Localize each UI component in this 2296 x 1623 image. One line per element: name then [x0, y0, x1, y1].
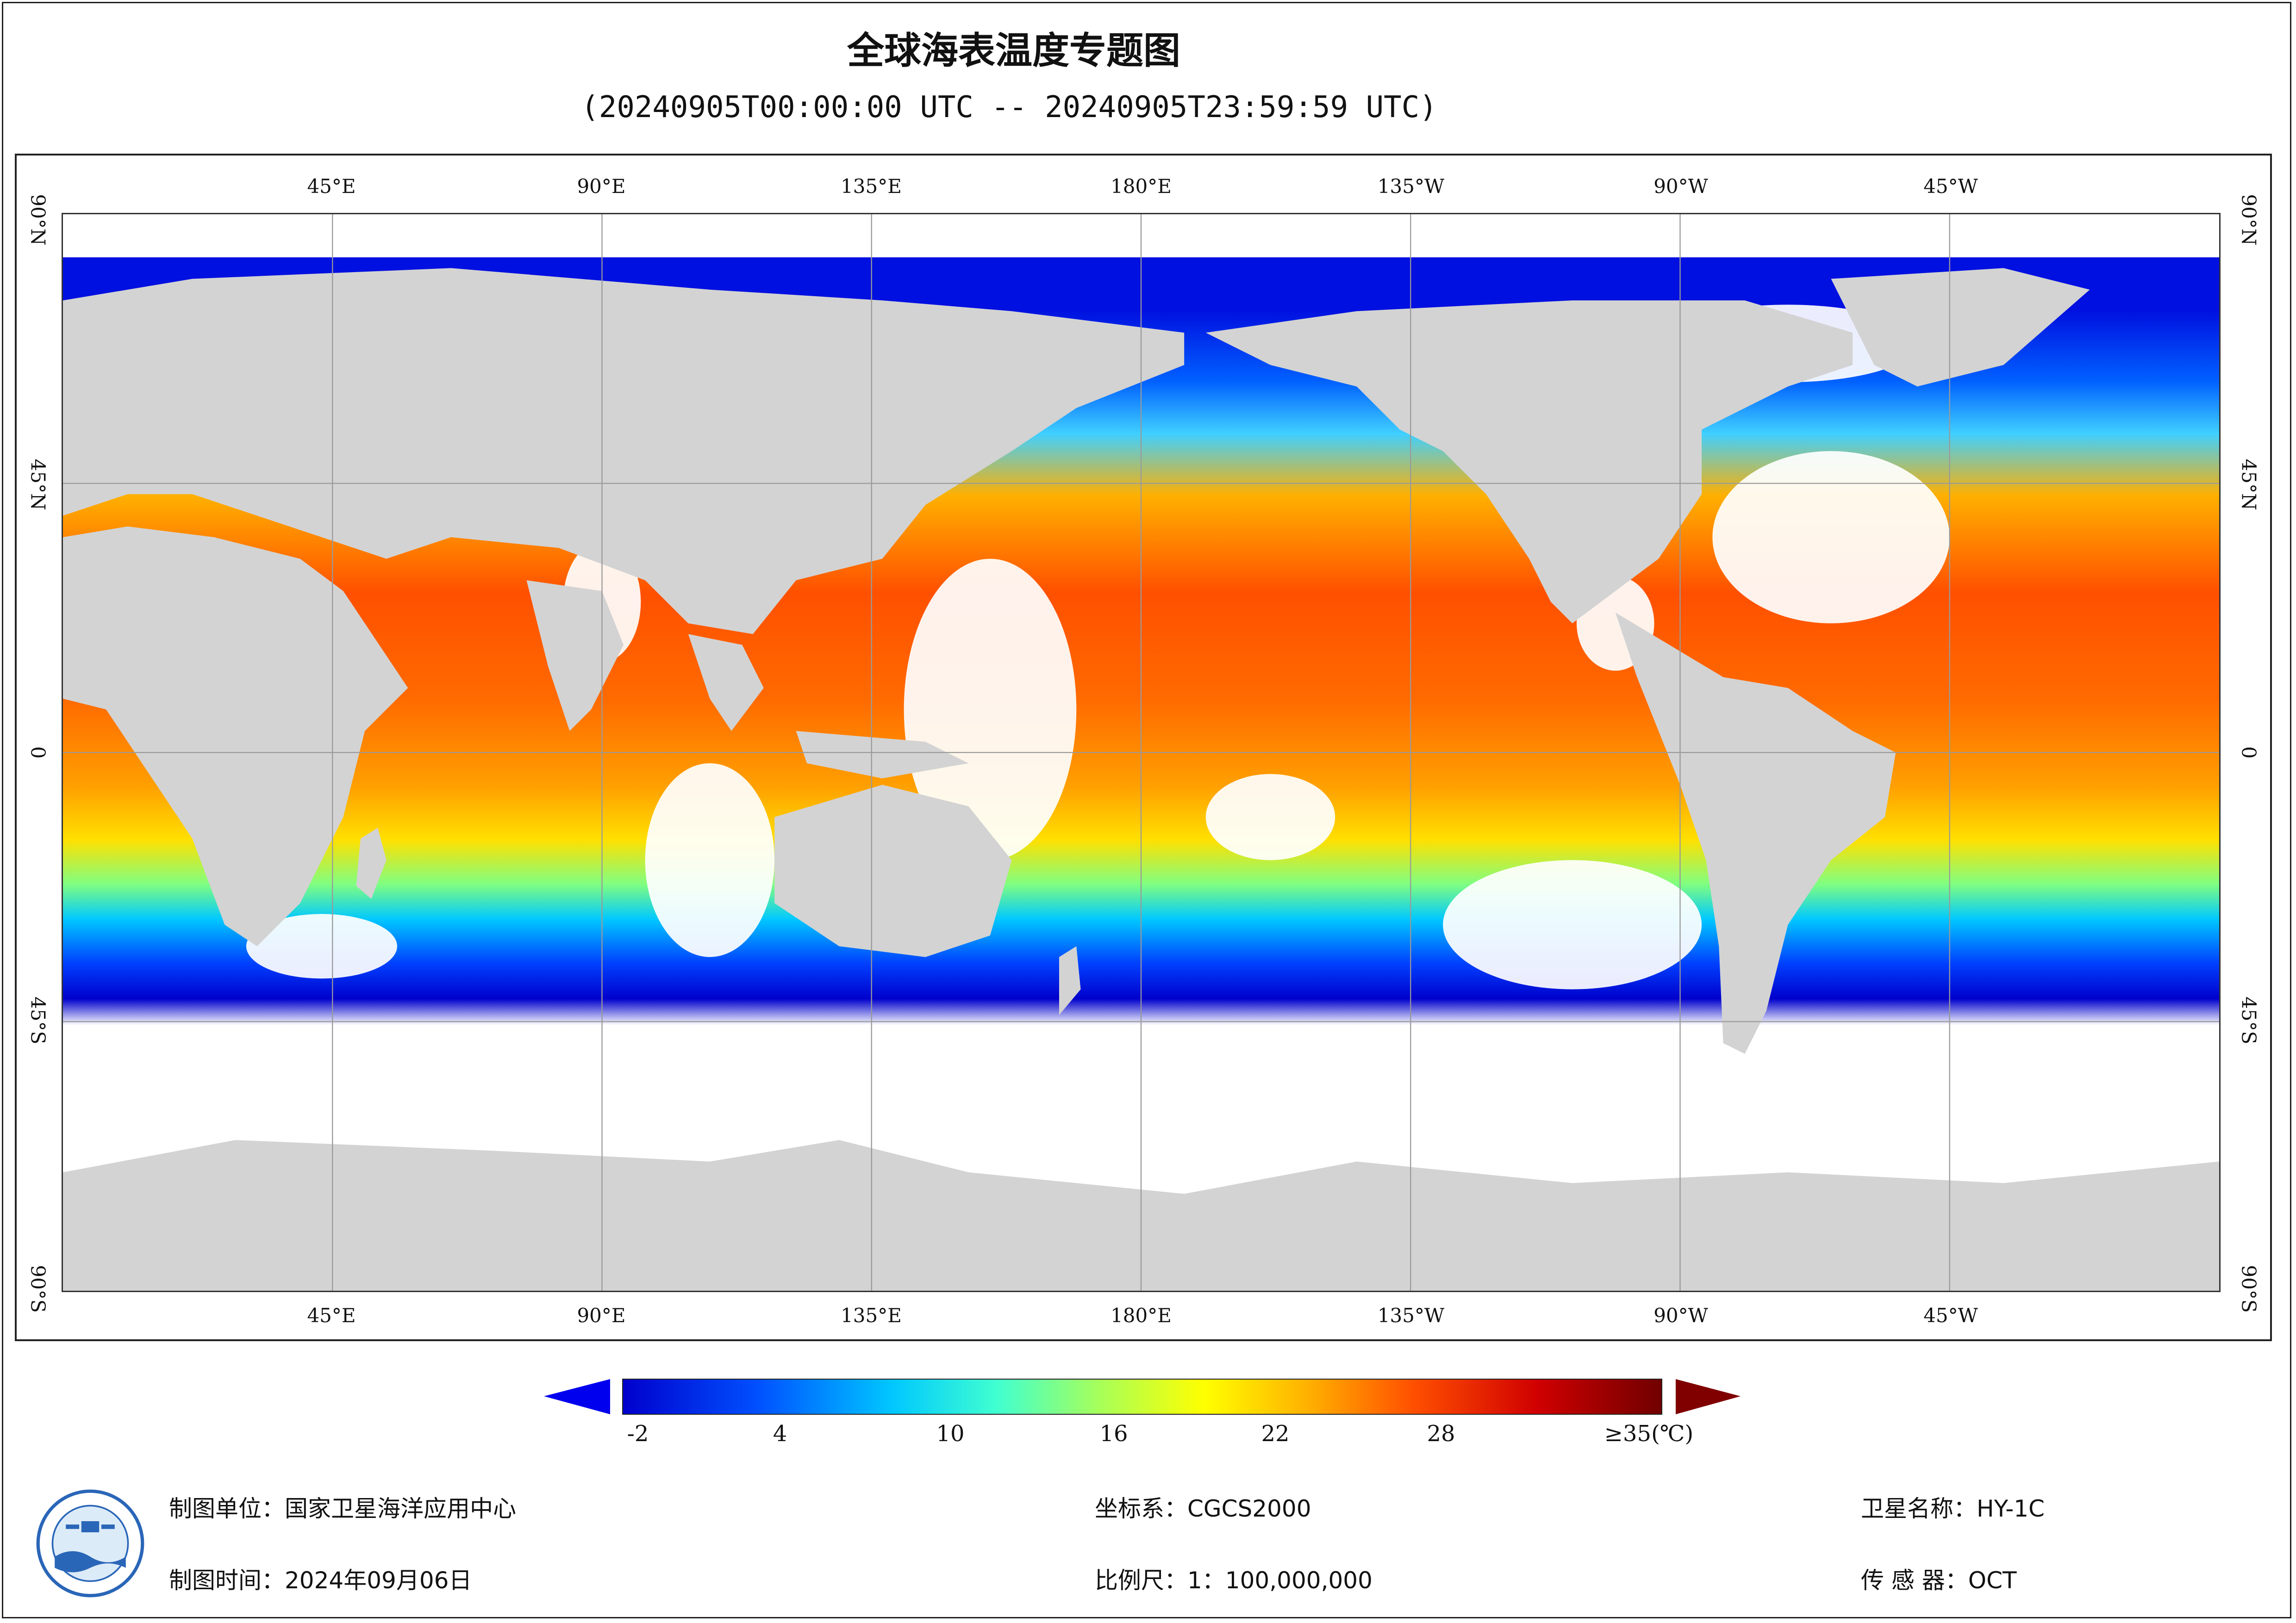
- lat-tick-right: 0: [2237, 746, 2260, 759]
- lon-tick-top: 135°W: [1377, 175, 1445, 198]
- lon-tick-bottom: 135°W: [1377, 1304, 1445, 1327]
- lon-tick-bottom: 135°E: [841, 1304, 902, 1327]
- cloud-gaps: [246, 305, 1950, 989]
- colorbar-high-arrow: [1676, 1379, 1741, 1414]
- colorbar-label: ≥35(℃): [1604, 1421, 1694, 1447]
- lat-tick-right: 90°N: [2237, 194, 2260, 246]
- sea-surface-temperature-map[interactable]: [62, 213, 2221, 1292]
- lat-tick-right: 45°N: [2237, 459, 2260, 510]
- satellite-name-text: 卫星名称：HY-1C: [1861, 1495, 2045, 1522]
- lon-tick-bottom: 45°W: [1923, 1304, 1978, 1327]
- lon-tick-bottom: 45°E: [307, 1304, 356, 1327]
- map-subtitle: (20240905T00:00:00 UTC -- 20240905T23:59…: [581, 90, 1437, 124]
- lat-tick-left: 45°N: [26, 459, 50, 510]
- colorbar-label: 16: [1099, 1421, 1128, 1447]
- lon-tick-top: 90°W: [1653, 175, 1708, 198]
- map-frame: [15, 154, 2272, 1341]
- colorbar-label: 28: [1427, 1421, 1455, 1447]
- lat-tick-left: 45°S: [26, 996, 50, 1045]
- lat-tick-right: 45°S: [2237, 996, 2260, 1045]
- colorbar-label: 22: [1261, 1421, 1290, 1447]
- lat-tick-right: 90°S: [2237, 1265, 2260, 1313]
- colorbar-label: -2: [627, 1421, 649, 1447]
- sensor-text: 传 感 器：OCT: [1861, 1567, 2017, 1594]
- lon-tick-bottom: 180°E: [1111, 1304, 1172, 1327]
- scale-text: 比例尺：1：100,000,000: [1095, 1567, 1373, 1594]
- colorbar-gradient: [622, 1379, 1662, 1415]
- colorbar-low-arrow: [544, 1379, 610, 1414]
- colorbar-svg: [544, 1379, 1741, 1415]
- lon-tick-top: 90°E: [577, 175, 626, 198]
- lon-tick-top: 45°E: [307, 175, 356, 198]
- lon-tick-top: 135°E: [841, 175, 902, 198]
- lon-tick-bottom: 90°E: [577, 1304, 626, 1327]
- lat-tick-left: 0: [26, 746, 50, 759]
- map-title: 全球海表温度专题图: [847, 29, 1180, 72]
- lat-tick-left: 90°N: [26, 194, 50, 246]
- lon-tick-bottom: 90°W: [1653, 1304, 1708, 1327]
- graticule: [63, 214, 2219, 1291]
- nsoas-logo: [35, 1488, 146, 1599]
- lon-tick-top: 45°W: [1923, 175, 1978, 198]
- production-date-text: 制图时间：2024年09月06日: [169, 1567, 472, 1594]
- lon-tick-top: 180°E: [1111, 175, 1172, 198]
- colorbar-label: 4: [773, 1421, 787, 1447]
- colorbar-label: 10: [936, 1421, 965, 1447]
- colorbar: [0, 1370, 2296, 1462]
- producer-text: 制图单位：国家卫星海洋应用中心: [169, 1495, 516, 1522]
- map-svg: [63, 214, 2219, 1291]
- coordinate-system-text: 坐标系：CGCS2000: [1095, 1495, 1311, 1522]
- lat-tick-left: 90°S: [26, 1265, 50, 1313]
